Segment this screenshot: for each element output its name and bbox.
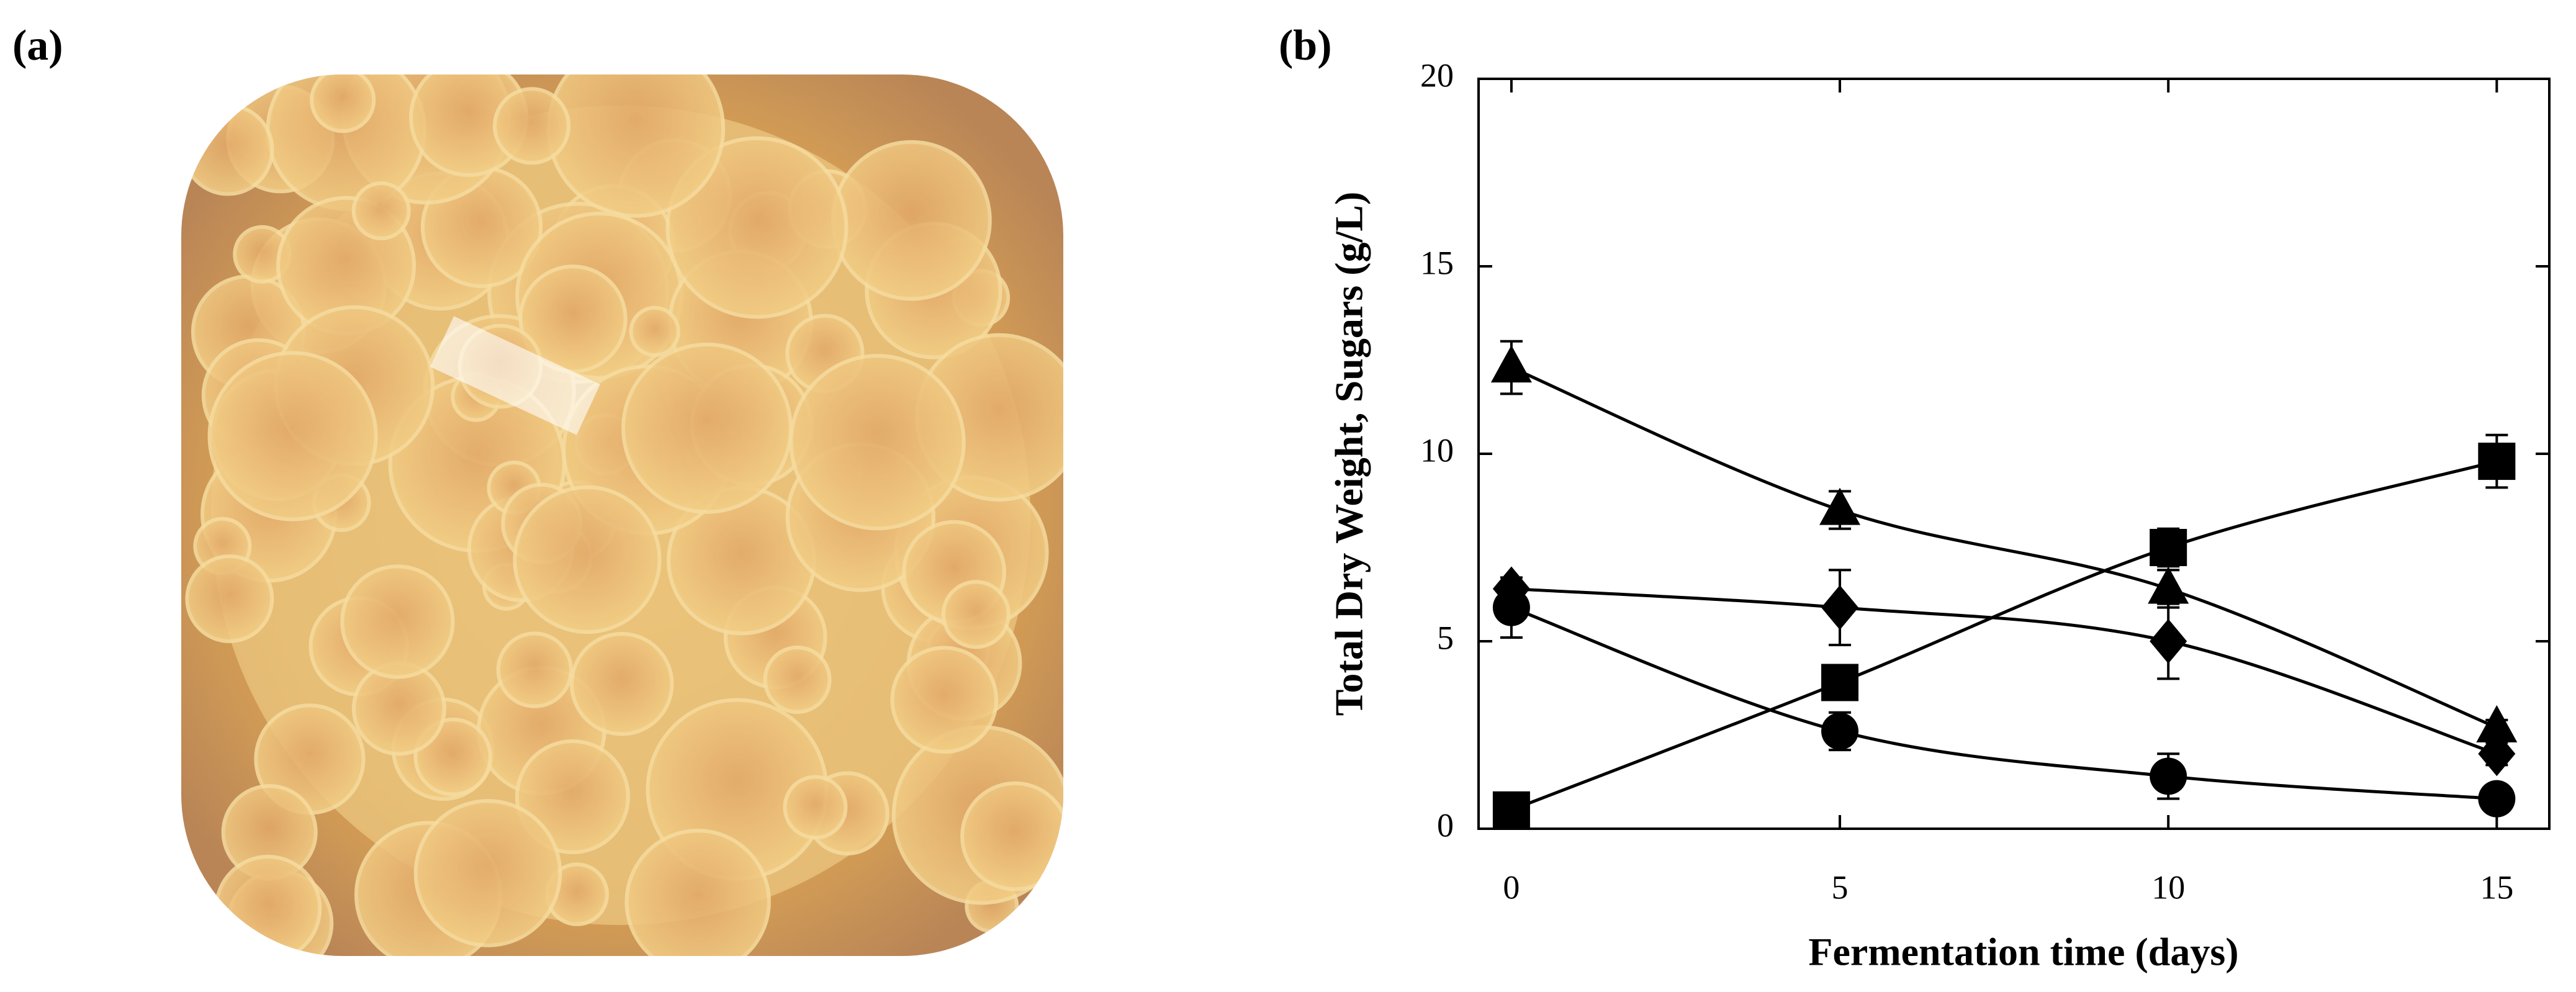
series xyxy=(1492,576,2516,818)
photo-blob xyxy=(960,781,1063,891)
photo-blob xyxy=(789,354,966,531)
x-tick-label: 5 xyxy=(1832,868,1849,906)
y-tick-label: 10 xyxy=(1420,431,1454,469)
x-tick-label: 10 xyxy=(2151,868,2185,906)
photo-blob xyxy=(207,351,378,521)
marker xyxy=(1821,664,1859,701)
marker xyxy=(2476,705,2518,742)
photo-blob xyxy=(493,87,571,165)
marker xyxy=(1821,712,1859,750)
photo-glare xyxy=(430,316,600,435)
series xyxy=(1490,340,2518,742)
photo-blob xyxy=(185,554,274,643)
marker xyxy=(2478,443,2516,480)
marker xyxy=(1819,487,1861,525)
marker xyxy=(2478,731,2516,777)
photo-blob xyxy=(763,645,832,714)
x-tick-label: 15 xyxy=(2480,868,2513,906)
photo-blob xyxy=(310,74,376,133)
photo-blob xyxy=(783,775,848,840)
marker xyxy=(2150,619,2187,664)
photo-blob xyxy=(518,264,628,374)
marker xyxy=(1492,588,1530,626)
marker xyxy=(1490,345,1532,383)
y-tick-label: 5 xyxy=(1437,619,1454,656)
photo-blob xyxy=(496,631,573,708)
photo-blob xyxy=(570,632,674,736)
marker xyxy=(2148,566,2189,604)
marker xyxy=(2478,780,2516,818)
plot-frame xyxy=(1477,78,2551,830)
panel-label: (b) xyxy=(1279,22,1332,70)
marker xyxy=(2150,529,2187,566)
line xyxy=(1511,587,2498,755)
photo-blob xyxy=(629,305,680,358)
line xyxy=(1510,366,2498,729)
photo-blob xyxy=(665,136,849,319)
x-tick-label: 0 xyxy=(1503,868,1520,906)
y-axis-title: Total Dry Weight, Sugars (g/L) xyxy=(1327,192,1371,716)
photo-blob xyxy=(351,181,411,241)
photo xyxy=(181,74,1063,956)
marker xyxy=(1492,791,1530,829)
x-axis-title: Fermentation time (days) xyxy=(1808,930,2238,974)
photo-blob xyxy=(340,564,455,679)
photo-blob xyxy=(214,855,322,956)
y-tick-label: 15 xyxy=(1420,244,1454,281)
photo-blob xyxy=(890,646,999,754)
marker xyxy=(1821,585,1859,630)
series xyxy=(1492,433,2516,829)
photo-blob xyxy=(413,799,562,947)
series xyxy=(1492,566,2516,777)
photo-blob xyxy=(621,342,793,514)
y-tick-label: 0 xyxy=(1437,806,1454,844)
photo-blob xyxy=(181,103,274,196)
marker xyxy=(2150,757,2187,795)
photo-blob xyxy=(546,74,726,218)
photo-blob xyxy=(624,829,771,956)
photo-blob xyxy=(941,580,1011,649)
panel-label: (a) xyxy=(12,22,63,70)
photo-blob xyxy=(513,485,662,634)
photo-blob xyxy=(515,739,630,855)
line xyxy=(1511,459,2497,812)
photo-blob xyxy=(831,140,992,301)
line xyxy=(1511,606,2497,801)
y-tick-label: 20 xyxy=(1420,56,1454,94)
